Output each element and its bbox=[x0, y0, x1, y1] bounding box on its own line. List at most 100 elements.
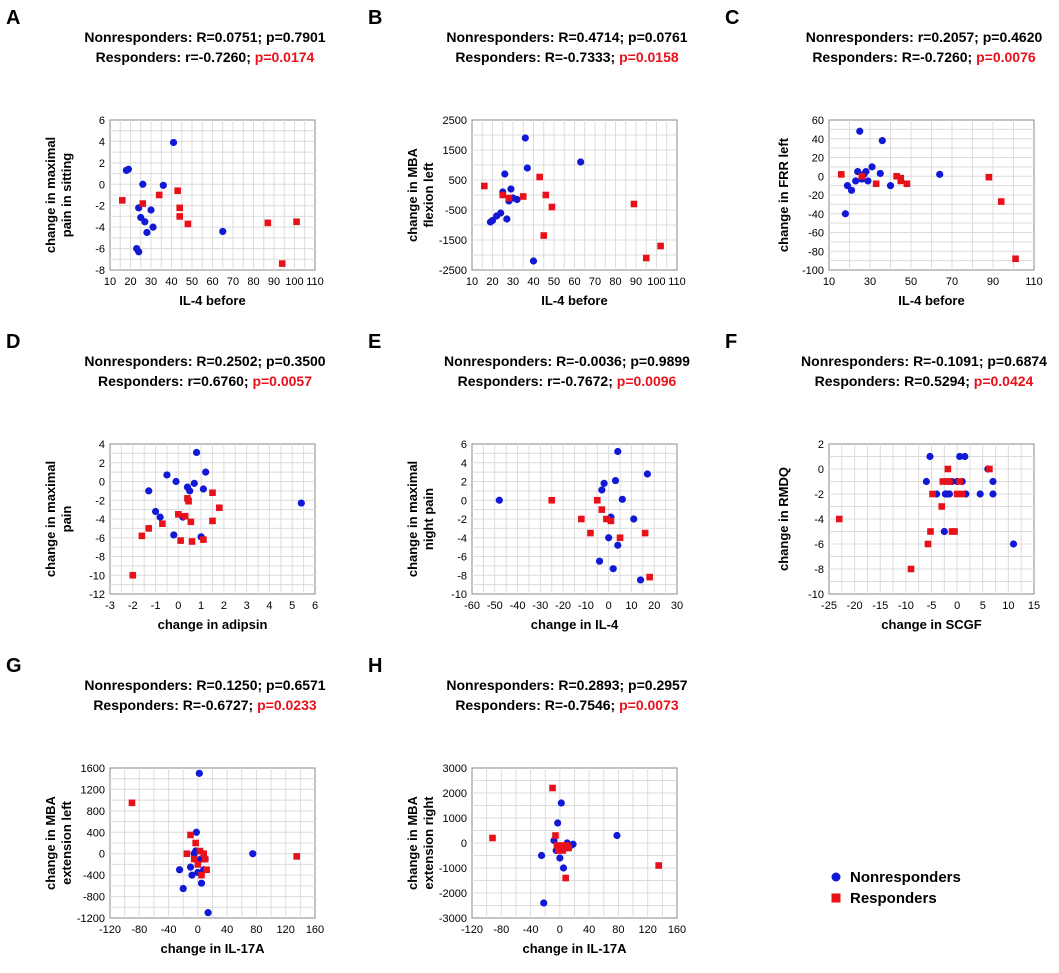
point-nonresponder bbox=[636, 576, 645, 584]
y-tick-label: -6 bbox=[95, 533, 105, 545]
point-nonresponder bbox=[841, 210, 849, 218]
x-tick-label: 80 bbox=[609, 276, 621, 288]
point-nonresponder bbox=[497, 209, 505, 217]
point-responder bbox=[181, 512, 189, 520]
stat-nonresponders: Nonresponders: r=0.2057; p=0.4620 bbox=[806, 29, 1043, 45]
y-axis-label: extension left bbox=[59, 800, 74, 884]
stat-nonresponders-value: R=-0.1091; p=0.6874 bbox=[913, 353, 1047, 369]
point-nonresponder bbox=[940, 527, 948, 536]
point-nonresponder bbox=[192, 828, 200, 836]
y-tick-label: -1000 bbox=[439, 863, 467, 875]
stat-nonresponders-value: R=0.2502; p=0.3500 bbox=[196, 353, 325, 369]
point-responder bbox=[549, 784, 556, 792]
panel-e: E Nonresponders: R=-0.0036; p=0.9899 Respo… bbox=[362, 324, 702, 648]
point-responder bbox=[184, 220, 192, 228]
x-tick-label: -20 bbox=[555, 600, 571, 612]
x-tick-label: 10 bbox=[1002, 600, 1014, 612]
point-responder bbox=[519, 193, 527, 200]
stat-responders-label: Responders: bbox=[455, 697, 544, 713]
point-nonresponder bbox=[202, 468, 210, 476]
stat-responders-label: Responders: bbox=[815, 373, 904, 389]
chart-h: H Nonresponders: R=0.2893; p=0.2957 Respon… bbox=[368, 655, 688, 956]
point-responder bbox=[209, 489, 216, 497]
y-tick-label: -8 bbox=[95, 552, 105, 564]
y-axis-label: change in RMDQ bbox=[776, 467, 791, 571]
panel-letter: B bbox=[368, 7, 382, 29]
point-responder bbox=[293, 218, 300, 226]
point-responder bbox=[903, 180, 911, 188]
y-tick-label: 4 bbox=[99, 136, 105, 148]
point-responder bbox=[958, 490, 966, 498]
x-tick-label: -80 bbox=[131, 924, 147, 936]
y-tick-label: 1200 bbox=[81, 784, 105, 796]
y-tick-label: -800 bbox=[83, 892, 105, 904]
point-responder bbox=[145, 525, 153, 532]
point-nonresponder bbox=[922, 477, 930, 486]
stat-responders-label: Responders: bbox=[98, 373, 187, 389]
x-tick-label: 0 bbox=[195, 924, 201, 936]
point-responder bbox=[603, 515, 610, 523]
y-tick-label: 2500 bbox=[443, 115, 467, 127]
x-tick-label: 2 bbox=[221, 600, 227, 612]
y-axis-label: extension right bbox=[421, 796, 436, 890]
point-nonresponder bbox=[169, 138, 178, 147]
y-tick-label: -6 bbox=[457, 552, 467, 564]
point-nonresponder bbox=[989, 490, 997, 498]
stat-responders-p: p=0.0233 bbox=[257, 697, 317, 713]
stat-nonresponders-label: Nonresponders: bbox=[444, 353, 556, 369]
y-tick-label: -4 bbox=[95, 514, 105, 526]
panel-g: G Nonresponders: R=0.1250; p=0.6571 Respon… bbox=[0, 648, 340, 972]
x-tick-label: 50 bbox=[548, 276, 560, 288]
point-responder bbox=[278, 260, 286, 267]
y-tick-label: -4 bbox=[95, 222, 105, 234]
y-tick-label: -500 bbox=[445, 205, 467, 217]
stat-responders-label: Responders: bbox=[812, 49, 901, 65]
point-nonresponder bbox=[159, 181, 167, 189]
point-nonresponder bbox=[179, 884, 187, 893]
point-nonresponder bbox=[192, 448, 201, 457]
point-responder bbox=[646, 573, 653, 581]
x-tick-label: -20 bbox=[847, 600, 863, 612]
y-tick-label: 500 bbox=[449, 175, 467, 187]
x-tick-label: 5 bbox=[289, 600, 295, 612]
stat-responders: Responders: R=-0.6727; p=0.0233 bbox=[93, 697, 317, 713]
point-responder bbox=[177, 537, 184, 544]
x-tick-label: 160 bbox=[306, 924, 324, 936]
stat-nonresponders: Nonresponders: R=-0.1091; p=0.6874 bbox=[801, 353, 1047, 369]
point-nonresponder bbox=[172, 477, 180, 486]
x-tick-label: -2 bbox=[128, 600, 138, 612]
point-responder bbox=[552, 832, 559, 839]
y-tick-label: 0 bbox=[99, 179, 105, 191]
y-tick-label: 2 bbox=[99, 458, 105, 470]
grid bbox=[472, 120, 677, 270]
x-tick-label: 160 bbox=[668, 924, 686, 936]
x-axis-label: IL-4 before bbox=[898, 293, 964, 308]
point-responder bbox=[159, 520, 166, 527]
chart-a: A Nonresponders: R=0.0751; p=0.7901 Respon… bbox=[6, 7, 326, 308]
point-nonresponder bbox=[868, 163, 876, 171]
point-nonresponder bbox=[495, 496, 503, 504]
point-responder bbox=[200, 536, 207, 543]
point-responder bbox=[641, 529, 649, 537]
x-tick-label: 15 bbox=[1028, 600, 1040, 612]
y-tick-label: -40 bbox=[808, 209, 824, 221]
point-nonresponder bbox=[199, 485, 207, 493]
stat-responders: Responders: R=-0.7546; p=0.0073 bbox=[455, 697, 679, 713]
x-tick-label: 110 bbox=[1025, 276, 1043, 288]
stat-responders: Responders: r=-0.7672; p=0.0096 bbox=[458, 373, 677, 389]
chart-c: C Nonresponders: r=0.2057; p=0.4620 Respon… bbox=[725, 7, 1043, 308]
x-tick-label: 100 bbox=[285, 276, 303, 288]
point-responder bbox=[951, 528, 958, 535]
y-tick-label: 2 bbox=[99, 158, 105, 170]
panel-f: F Nonresponders: R=-0.1091; p=0.6874 Respo… bbox=[719, 324, 1059, 648]
stat-responders-r: R=0.5294; bbox=[904, 373, 974, 389]
x-tick-label: -40 bbox=[161, 924, 177, 936]
y-tick-label: -8 bbox=[814, 564, 824, 576]
x-tick-label: -15 bbox=[872, 600, 888, 612]
point-responder bbox=[944, 465, 952, 473]
stat-nonresponders-label: Nonresponders: bbox=[446, 677, 558, 693]
point-nonresponder bbox=[878, 137, 886, 145]
y-tick-label: -4 bbox=[457, 533, 467, 545]
y-tick-label: 0 bbox=[818, 464, 824, 476]
y-tick-label: -8 bbox=[95, 265, 105, 277]
